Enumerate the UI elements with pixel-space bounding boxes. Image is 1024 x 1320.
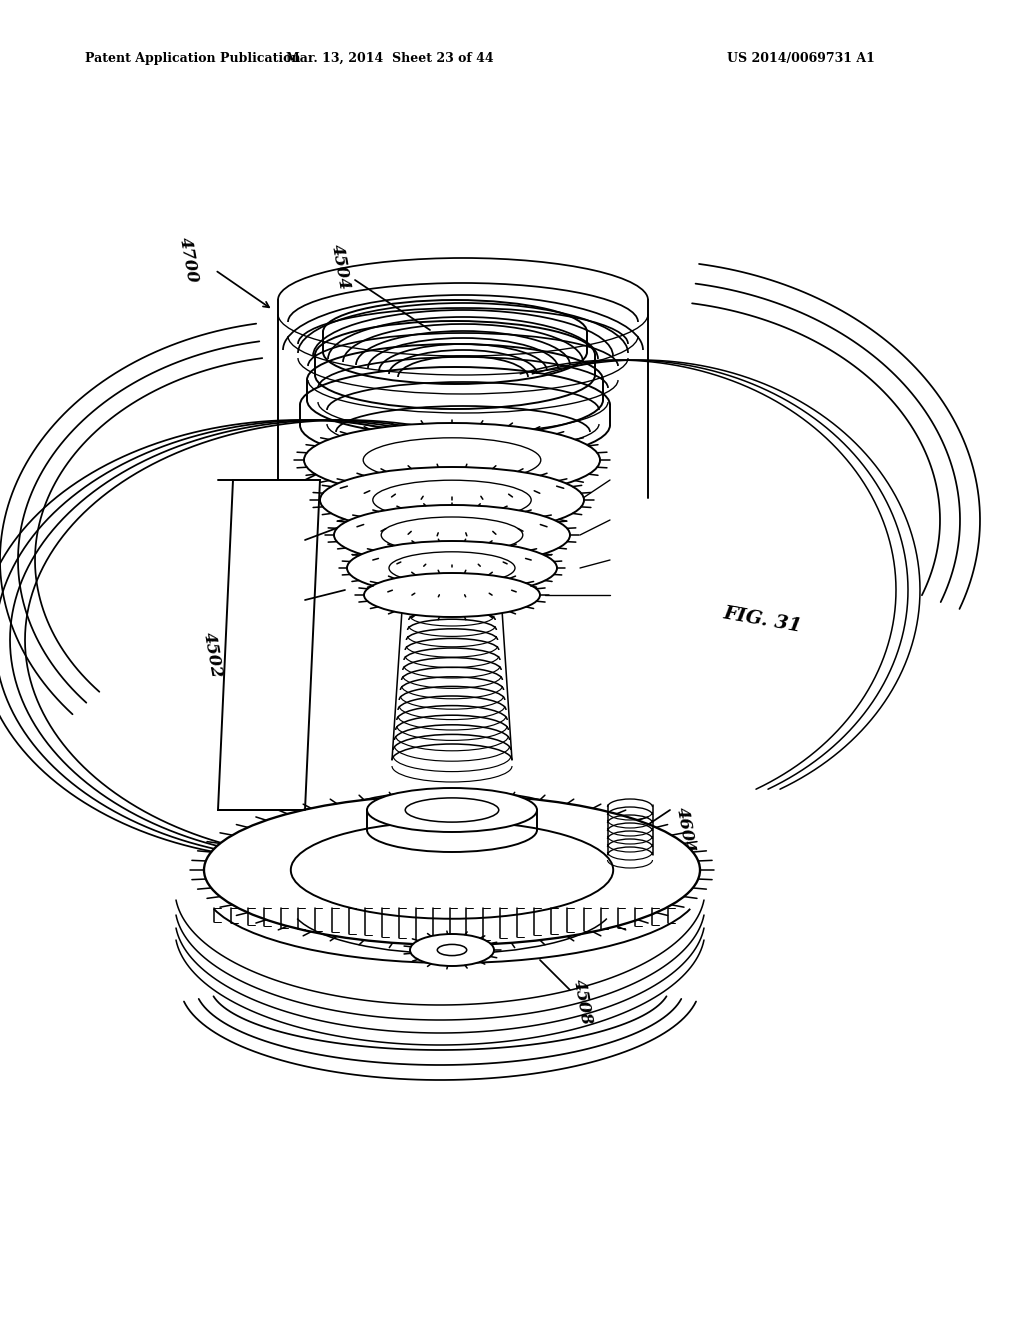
Ellipse shape — [204, 795, 700, 945]
Ellipse shape — [364, 573, 540, 616]
Text: 4502: 4502 — [200, 631, 224, 680]
Ellipse shape — [389, 552, 515, 585]
Ellipse shape — [291, 821, 613, 919]
Ellipse shape — [373, 480, 531, 520]
Ellipse shape — [381, 517, 523, 553]
Ellipse shape — [319, 467, 584, 533]
Text: Patent Application Publication: Patent Application Publication — [85, 51, 300, 65]
Ellipse shape — [410, 935, 494, 966]
Text: 4700: 4700 — [175, 236, 201, 284]
Ellipse shape — [304, 422, 600, 498]
Text: 4702: 4702 — [660, 834, 685, 882]
Text: US 2014/0069731 A1: US 2014/0069731 A1 — [727, 51, 874, 65]
Text: 4508: 4508 — [569, 978, 594, 1027]
Ellipse shape — [364, 438, 541, 482]
Text: 4504: 4504 — [328, 243, 352, 292]
Text: FIG. 31: FIG. 31 — [722, 605, 804, 636]
Ellipse shape — [437, 944, 467, 956]
Text: 4604: 4604 — [673, 805, 697, 854]
Ellipse shape — [334, 506, 570, 565]
Ellipse shape — [347, 541, 557, 595]
Polygon shape — [218, 480, 319, 810]
Ellipse shape — [367, 788, 537, 832]
Text: Mar. 13, 2014  Sheet 23 of 44: Mar. 13, 2014 Sheet 23 of 44 — [286, 51, 494, 65]
Ellipse shape — [406, 797, 499, 822]
